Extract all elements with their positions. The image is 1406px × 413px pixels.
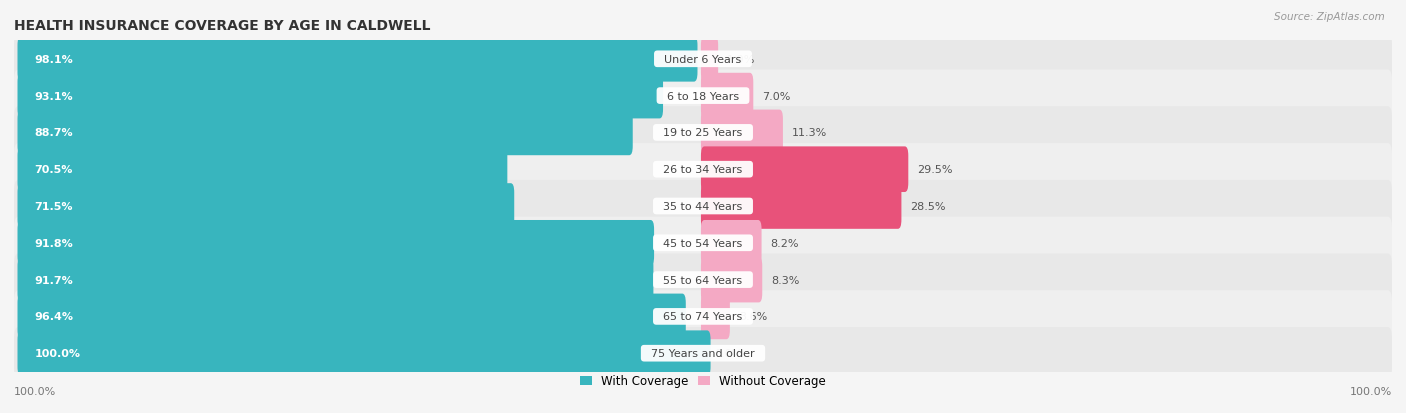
FancyBboxPatch shape	[14, 327, 1392, 380]
FancyBboxPatch shape	[17, 110, 633, 156]
Text: 35 to 44 Years: 35 to 44 Years	[657, 202, 749, 211]
Text: 91.8%: 91.8%	[35, 238, 73, 248]
FancyBboxPatch shape	[17, 330, 710, 376]
FancyBboxPatch shape	[702, 221, 762, 266]
Text: 93.1%: 93.1%	[35, 91, 73, 101]
Text: 70.5%: 70.5%	[35, 165, 73, 175]
Text: HEALTH INSURANCE COVERAGE BY AGE IN CALDWELL: HEALTH INSURANCE COVERAGE BY AGE IN CALD…	[14, 19, 430, 33]
FancyBboxPatch shape	[702, 147, 908, 192]
FancyBboxPatch shape	[17, 184, 515, 229]
Text: 71.5%: 71.5%	[35, 202, 73, 211]
Text: 75 Years and older: 75 Years and older	[644, 348, 762, 358]
FancyBboxPatch shape	[14, 217, 1392, 269]
Text: 100.0%: 100.0%	[1350, 387, 1392, 396]
FancyBboxPatch shape	[14, 291, 1392, 343]
Text: 98.1%: 98.1%	[35, 55, 73, 65]
Text: 88.7%: 88.7%	[35, 128, 73, 138]
FancyBboxPatch shape	[17, 74, 664, 119]
Text: 96.4%: 96.4%	[35, 312, 73, 322]
Text: 91.7%: 91.7%	[35, 275, 73, 285]
Text: 8.3%: 8.3%	[772, 275, 800, 285]
FancyBboxPatch shape	[17, 221, 654, 266]
Text: 11.3%: 11.3%	[792, 128, 827, 138]
Text: Source: ZipAtlas.com: Source: ZipAtlas.com	[1274, 12, 1385, 22]
FancyBboxPatch shape	[702, 257, 762, 303]
Text: 6 to 18 Years: 6 to 18 Years	[659, 91, 747, 101]
Text: 29.5%: 29.5%	[917, 165, 953, 175]
Text: 26 to 34 Years: 26 to 34 Years	[657, 165, 749, 175]
Legend: With Coverage, Without Coverage: With Coverage, Without Coverage	[575, 370, 831, 392]
FancyBboxPatch shape	[14, 180, 1392, 233]
FancyBboxPatch shape	[702, 37, 718, 83]
Text: Under 6 Years: Under 6 Years	[658, 55, 748, 65]
Text: 8.2%: 8.2%	[770, 238, 799, 248]
Text: 100.0%: 100.0%	[35, 348, 80, 358]
Text: 55 to 64 Years: 55 to 64 Years	[657, 275, 749, 285]
FancyBboxPatch shape	[702, 110, 783, 156]
Text: 19 to 25 Years: 19 to 25 Years	[657, 128, 749, 138]
FancyBboxPatch shape	[17, 37, 697, 83]
FancyBboxPatch shape	[14, 107, 1392, 159]
FancyBboxPatch shape	[17, 257, 654, 303]
Text: 65 to 74 Years: 65 to 74 Years	[657, 312, 749, 322]
Text: 0.0%: 0.0%	[714, 348, 742, 358]
FancyBboxPatch shape	[17, 147, 508, 192]
FancyBboxPatch shape	[14, 144, 1392, 196]
FancyBboxPatch shape	[702, 184, 901, 229]
Text: 1.9%: 1.9%	[727, 55, 755, 65]
Text: 45 to 54 Years: 45 to 54 Years	[657, 238, 749, 248]
FancyBboxPatch shape	[17, 294, 686, 339]
FancyBboxPatch shape	[14, 70, 1392, 122]
Text: 3.6%: 3.6%	[738, 312, 768, 322]
FancyBboxPatch shape	[14, 33, 1392, 86]
FancyBboxPatch shape	[702, 74, 754, 119]
FancyBboxPatch shape	[14, 254, 1392, 306]
Text: 7.0%: 7.0%	[762, 91, 790, 101]
Text: 100.0%: 100.0%	[14, 387, 56, 396]
FancyBboxPatch shape	[702, 294, 730, 339]
Text: 28.5%: 28.5%	[910, 202, 946, 211]
